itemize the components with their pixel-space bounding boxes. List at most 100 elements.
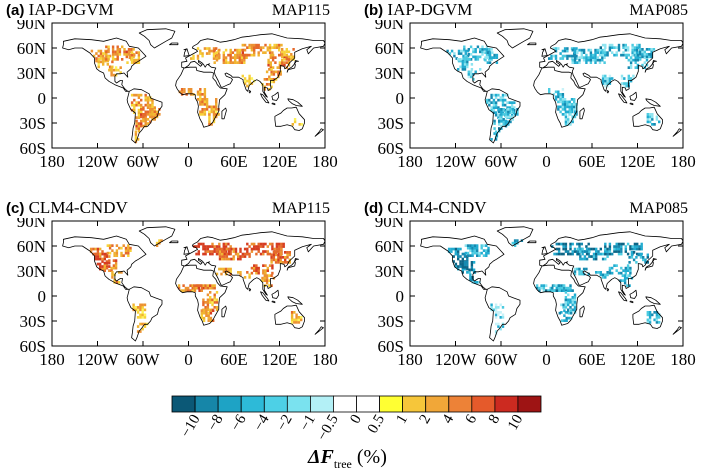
grid-cell xyxy=(470,261,474,264)
grid-cell xyxy=(604,46,607,49)
grid-cell xyxy=(645,55,649,59)
grid-cell xyxy=(622,51,625,54)
grid-cell xyxy=(118,271,121,274)
grid-cell xyxy=(200,289,203,292)
grid-cell xyxy=(287,63,291,67)
grid-cell xyxy=(460,52,463,55)
grid-cell xyxy=(594,61,597,64)
grid-cell xyxy=(224,267,228,271)
grid-cell xyxy=(290,321,294,324)
grid-cell xyxy=(564,123,568,126)
coastline xyxy=(672,128,682,137)
grid-cell xyxy=(573,48,577,52)
grid-cell xyxy=(110,66,113,69)
grid-cell xyxy=(485,53,489,56)
colorbar-tick-label: −4 xyxy=(251,412,273,434)
grid-cell xyxy=(197,242,200,246)
grid-cell xyxy=(153,118,156,121)
grid-cell xyxy=(139,303,142,307)
grid-cell xyxy=(629,245,632,248)
grid-cell xyxy=(587,242,590,246)
grid-cell xyxy=(211,245,214,248)
grid-cell xyxy=(204,247,207,251)
grid-cell xyxy=(140,124,143,128)
grid-cell xyxy=(295,318,298,322)
grid-cell xyxy=(513,108,516,112)
grid-cell xyxy=(640,242,643,246)
grid-cell xyxy=(513,111,516,114)
grid-cell xyxy=(215,298,219,302)
grid-cell xyxy=(598,58,602,62)
grid-cell xyxy=(585,53,588,57)
coastline xyxy=(629,289,638,299)
grid-cell xyxy=(111,271,114,274)
grid-cell xyxy=(262,51,265,54)
grid-cell xyxy=(269,56,272,59)
grid-cell xyxy=(599,46,602,49)
grid-cell xyxy=(470,68,474,71)
coastline xyxy=(260,291,270,302)
grid-cell xyxy=(548,88,551,91)
grid-cell xyxy=(192,57,195,60)
grid-cell xyxy=(648,55,651,59)
grid-cell xyxy=(566,54,569,58)
grid-cell xyxy=(227,270,230,273)
grid-cell xyxy=(641,48,644,51)
grid-cell xyxy=(615,247,618,251)
grid-cell xyxy=(569,110,572,114)
grid-cell xyxy=(494,313,498,317)
grid-cell xyxy=(501,111,505,114)
grid-cell xyxy=(553,252,556,256)
grid-cell xyxy=(564,306,568,309)
grid-cell xyxy=(516,113,519,116)
grid-cell xyxy=(278,250,281,253)
grid-cell xyxy=(466,58,469,61)
grid-cell xyxy=(288,251,291,254)
grid-cell xyxy=(559,105,562,109)
grid-cell xyxy=(271,247,274,251)
grid-cell xyxy=(447,247,451,251)
grid-cell xyxy=(293,118,297,121)
grid-cell xyxy=(160,239,163,242)
grid-cell xyxy=(283,50,286,54)
grid-cell xyxy=(281,61,284,64)
grid-cell xyxy=(271,66,275,69)
grid-cell xyxy=(97,65,100,69)
grid-cell xyxy=(459,58,462,61)
grid-cell xyxy=(255,43,258,47)
grid-cell xyxy=(573,47,576,50)
grid-cell xyxy=(264,271,267,275)
grid-cell xyxy=(234,56,237,59)
grid-cell xyxy=(473,249,477,252)
grid-cell xyxy=(112,266,116,270)
grid-cell xyxy=(482,254,486,257)
grid-cell xyxy=(265,276,269,280)
grid-cell xyxy=(501,96,505,99)
grid-cell xyxy=(461,263,464,267)
grid-cell xyxy=(202,301,205,304)
grid-cell xyxy=(492,103,496,107)
grid-cell xyxy=(633,242,637,246)
grid-cell xyxy=(554,47,558,50)
grid-cell xyxy=(287,55,291,59)
grid-cell xyxy=(494,113,498,117)
grid-cell xyxy=(286,261,289,264)
grid-cell xyxy=(208,120,211,124)
coastline xyxy=(175,66,228,128)
y-tick-label: 0 xyxy=(396,287,405,306)
grid-cell xyxy=(641,50,644,54)
coastline xyxy=(644,258,657,271)
grid-cell xyxy=(500,108,503,111)
grid-cell xyxy=(611,43,614,47)
grid-cell xyxy=(492,93,496,97)
grid-cell xyxy=(494,330,498,333)
grid-cell xyxy=(209,252,212,256)
grid-cell xyxy=(567,123,570,126)
grid-cell xyxy=(285,56,288,59)
grid-cell xyxy=(608,82,612,85)
grid-cell xyxy=(265,83,269,86)
coastline xyxy=(527,240,537,244)
grid-cell xyxy=(604,242,607,246)
grid-cell xyxy=(566,47,569,50)
grid-cell xyxy=(511,118,514,121)
